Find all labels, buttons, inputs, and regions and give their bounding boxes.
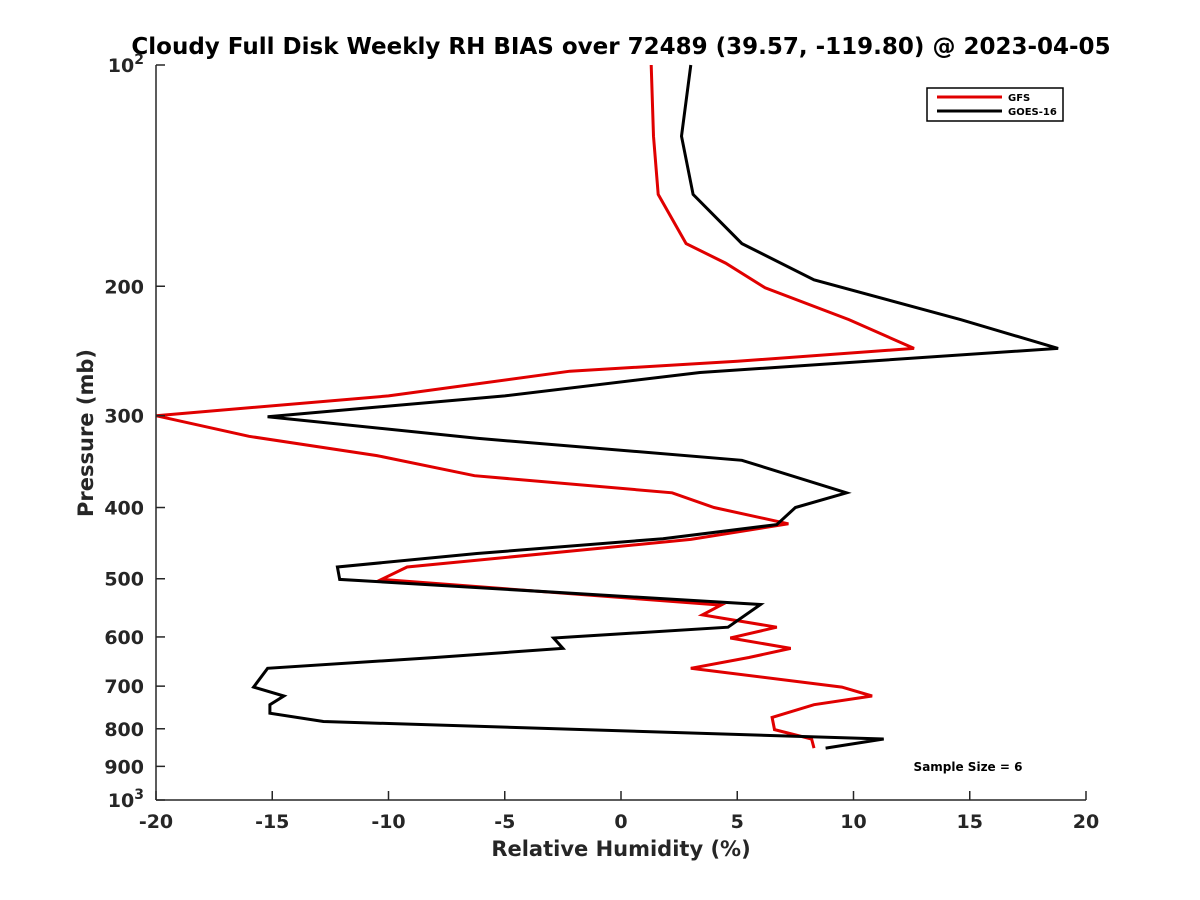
x-tick-label: -10: [371, 811, 405, 833]
y-tick-label: 600: [104, 627, 144, 649]
legend-label: GOES-16: [1008, 107, 1057, 118]
legend: GFS GOES-16: [926, 87, 1064, 122]
x-tick-label: 10: [840, 811, 866, 833]
x-axis: -20 -15 -10 -5 0 5 10 15 20: [139, 791, 1099, 833]
y-axis: 102 200 300 400 500 600 700 800 900 103: [104, 52, 165, 812]
plot-area: [155, 64, 1059, 750]
x-tick-label: 5: [731, 811, 744, 833]
y-tick-label: 500: [104, 569, 144, 591]
x-tick-label: 20: [1073, 811, 1099, 833]
y-tick-label: 800: [104, 719, 144, 741]
legend-box: [926, 87, 1064, 122]
y-axis-label: Pressure (mb): [74, 349, 98, 517]
y-tick-label: 300: [104, 406, 144, 428]
x-tick-label: 0: [614, 811, 627, 833]
y-tick-label: 700: [104, 676, 144, 698]
series-line-goes-16: [251, 64, 1059, 750]
x-tick-label: -5: [494, 811, 515, 833]
x-tick-label: 15: [957, 811, 983, 833]
y-tick-label: 400: [104, 498, 144, 520]
series-line-gfs: [155, 64, 915, 749]
chart-title: Cloudy Full Disk Weekly RH BIAS over 724…: [131, 34, 1110, 60]
y-tick-label: 200: [104, 276, 144, 298]
x-tick-label: -20: [139, 811, 173, 833]
x-axis-label: Relative Humidity (%): [491, 837, 750, 861]
sample-size-annotation: Sample Size = 6: [914, 760, 1023, 774]
y-tick-label: 900: [104, 756, 144, 778]
y-tick-label: 102: [108, 52, 144, 77]
y-tick-label: 103: [108, 787, 144, 812]
legend-label: GFS: [1008, 93, 1030, 104]
x-tick-label: -15: [255, 811, 289, 833]
